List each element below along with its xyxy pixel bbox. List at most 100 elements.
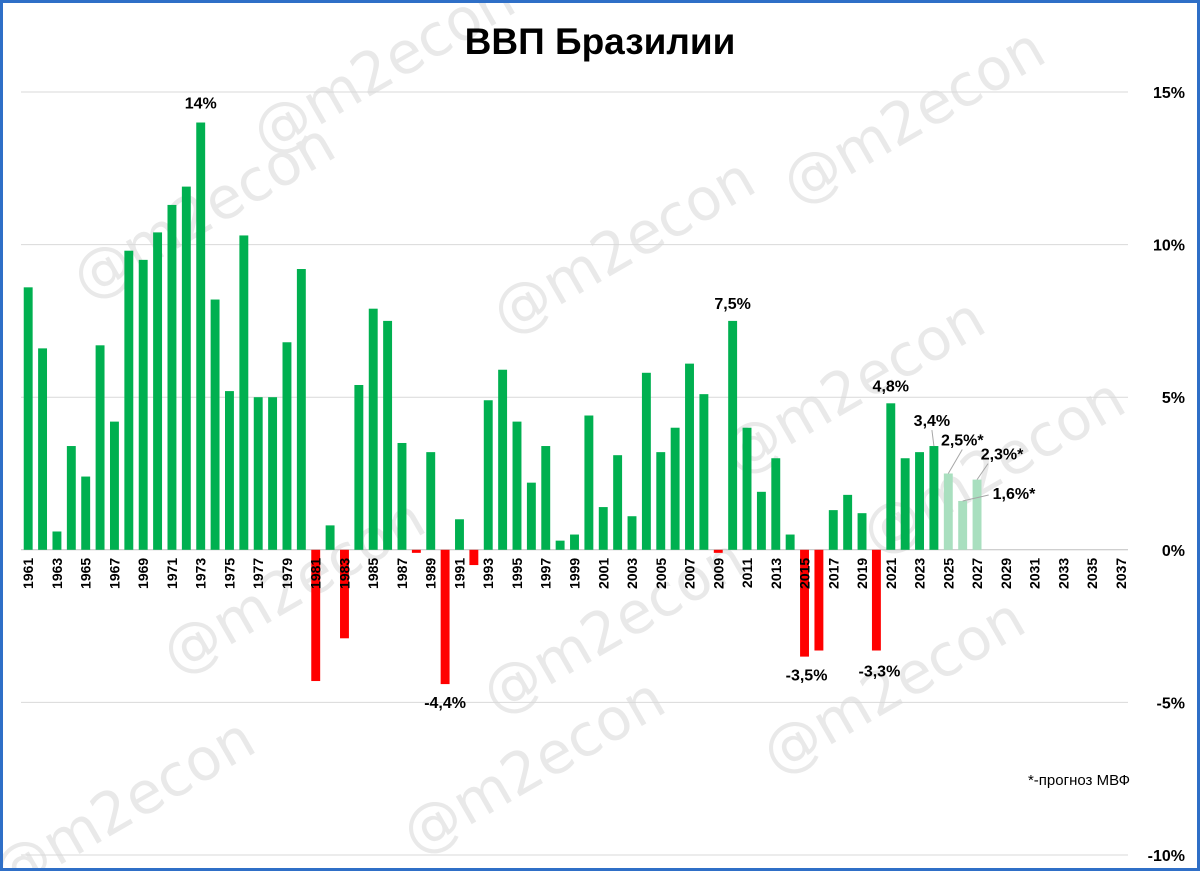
x-tick-label: 2037 [1113, 558, 1129, 589]
data-label-1990: -4,4% [424, 695, 466, 712]
x-tick-label: 1987 [394, 558, 410, 589]
bar-1965 [81, 476, 91, 550]
bar-2018 [843, 494, 853, 550]
bar-1976 [239, 235, 249, 550]
x-tick-label: 2021 [883, 558, 899, 589]
x-tick-label: 1991 [451, 558, 467, 589]
data-label-2020: -3,3% [859, 664, 901, 681]
watermark-text: @m2econ [770, 13, 1056, 217]
x-tick-label: 1995 [509, 558, 525, 589]
bar-2024 [929, 446, 939, 550]
x-tick-label: 1983 [336, 558, 352, 589]
bar-1972 [181, 186, 191, 550]
x-tick-label: 1989 [423, 558, 439, 589]
x-tick-label: 2013 [768, 558, 784, 589]
bar-1990 [440, 549, 450, 685]
x-tick-label: 1997 [538, 558, 554, 589]
bar-2006 [670, 427, 680, 550]
bar-2019 [857, 513, 867, 550]
bar-1995 [512, 421, 522, 550]
x-tick-label: 1961 [20, 558, 36, 589]
bar-2027 [972, 479, 982, 550]
x-tick-label: 1967 [106, 558, 122, 589]
data-label-2015: -3,5% [786, 668, 828, 685]
bar-1996 [526, 482, 536, 550]
bar-1991 [455, 519, 464, 550]
x-tick-label: 2031 [1027, 558, 1043, 589]
bar-1992 [469, 549, 479, 566]
x-tick-label: 2023 [912, 558, 928, 589]
x-tick-label: 2009 [710, 558, 726, 589]
y-tick-label: 5% [1162, 390, 1185, 407]
leader-line [931, 429, 935, 447]
x-tick-label: 1979 [279, 558, 295, 589]
data-label-2010: 7,5% [714, 296, 750, 313]
bar-2013 [771, 458, 781, 550]
bar-2016 [814, 549, 824, 651]
bars [23, 122, 982, 685]
bar-1986 [383, 320, 393, 550]
bar-2005 [656, 452, 666, 550]
x-tick-label: 1999 [567, 558, 583, 589]
bar-1964 [66, 446, 76, 550]
bar-1971 [167, 204, 177, 550]
bar-2022 [900, 458, 910, 550]
leader-line [976, 463, 989, 480]
x-tick-label: 1963 [49, 558, 65, 589]
bar-1973 [196, 122, 206, 550]
bar-1979 [282, 342, 292, 550]
bar-2003 [627, 516, 637, 550]
x-tick-label: 1977 [250, 558, 266, 589]
bar-1961 [23, 287, 33, 550]
bar-1962 [38, 348, 48, 550]
x-tick-label: 1973 [193, 558, 209, 589]
data-label-1973: 14% [185, 96, 217, 113]
y-axis-ticks: 15% 10% 5% 0% -5% -10% [1148, 85, 1185, 865]
x-tick-label: 2001 [595, 558, 611, 589]
bar-1981 [311, 549, 321, 682]
bar-1969 [138, 259, 148, 550]
x-axis-ticks: 1961 1963 1965 1967 1969 1971 1973 1975 1977 1979… [20, 558, 1129, 589]
bar-1967 [109, 421, 119, 550]
bar-1989 [426, 452, 436, 550]
bar-2004 [641, 372, 651, 550]
y-tick-label: 15% [1153, 85, 1185, 102]
y-tick-label: 10% [1153, 238, 1185, 255]
x-tick-label: 1971 [164, 558, 180, 589]
x-tick-label: 2007 [682, 558, 698, 589]
bar-2023 [915, 452, 924, 550]
bar-2001 [598, 507, 608, 550]
data-label-2024: 3,4% [914, 413, 950, 430]
x-tick-label: 1965 [78, 558, 94, 589]
x-tick-label: 1981 [308, 558, 324, 589]
forecast-footnote: *-прогноз МВФ [1028, 772, 1130, 789]
bar-2000 [584, 415, 594, 550]
bar-2012 [756, 491, 766, 550]
bar-1966 [95, 345, 105, 550]
bar-2015 [800, 549, 809, 657]
bar-2014 [785, 534, 795, 550]
bar-1997 [541, 446, 551, 550]
bar-2026 [958, 500, 968, 550]
x-tick-label: 2015 [797, 558, 813, 589]
bar-1998 [555, 540, 565, 550]
data-label-2026: 1,6%* [993, 486, 1036, 503]
bar-1980 [296, 269, 306, 550]
bar-1970 [153, 232, 163, 550]
x-tick-label: 2025 [940, 558, 956, 589]
chart: @m2econ@m2econ@m2econ@m2econ@m2econ@m2ec… [3, 3, 1185, 868]
bar-2025 [943, 473, 953, 550]
bar-1983 [340, 549, 349, 639]
bar-1993 [483, 400, 493, 550]
x-tick-label: 2011 [739, 558, 755, 589]
y-tick-label: -10% [1148, 848, 1185, 865]
y-tick-label: 0% [1162, 543, 1185, 560]
bar-2002 [613, 455, 623, 550]
bar-2007 [685, 363, 694, 550]
data-label-2025: 2,5%* [941, 433, 984, 450]
y-tick-label: -5% [1157, 695, 1185, 712]
x-tick-label: 2027 [969, 558, 985, 589]
bar-1974 [210, 299, 220, 550]
x-tick-label: 1975 [221, 558, 237, 589]
leader-line [962, 494, 989, 502]
